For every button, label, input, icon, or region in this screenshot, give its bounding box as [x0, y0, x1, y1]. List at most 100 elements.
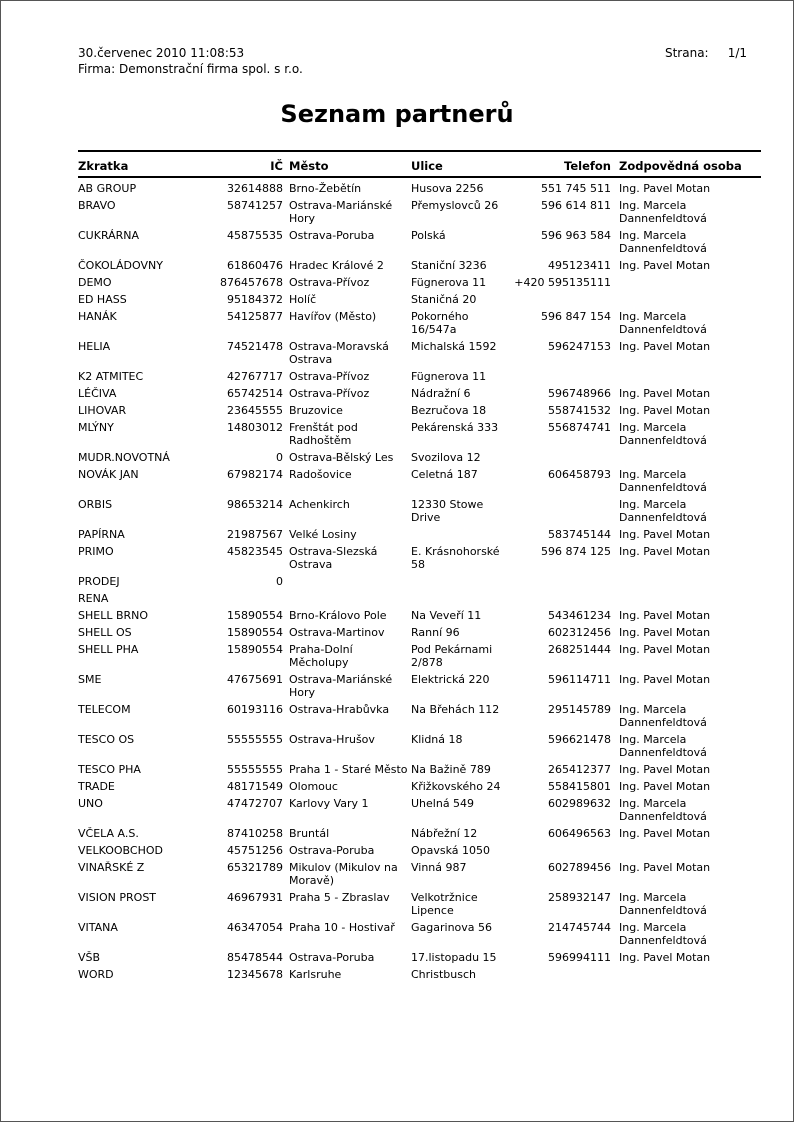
cell-mesto: Karlsruhe	[289, 968, 342, 981]
cell-mesto: Ostrava-Přívoz	[289, 387, 370, 400]
column-header-mesto: Město	[289, 159, 329, 173]
cell-mesto: Ostrava-Hrabůvka	[289, 703, 390, 716]
cell-ic: 48171549	[227, 780, 283, 793]
table-body: AB GROUP 32614888 Brno-Žebětín Husova 2256 5…	[78, 177, 761, 985]
cell-telefon: 596748966	[548, 387, 611, 400]
cell-telefon	[507, 592, 619, 609]
cell-zkratka: VINAŘSKÉ Z	[78, 861, 145, 874]
cell-zkratka: TELECOM	[78, 703, 131, 716]
cell-telefon: 214745744	[548, 921, 611, 934]
cell-osoba	[619, 844, 761, 861]
cell-telefon: 543461234	[548, 609, 611, 622]
cell-telefon: 602989632	[548, 797, 611, 810]
cell-ic: 95184372	[227, 293, 283, 306]
cell-telefon: 596994111	[548, 951, 611, 964]
cell-osoba: Ing. Pavel Motan	[619, 780, 711, 793]
cell-ic: 45751256	[227, 844, 283, 857]
cell-mesto: Ostrava-Bělský Les	[289, 451, 394, 464]
cell-osoba	[619, 370, 761, 387]
cell-osoba: Ing. Pavel Motan	[619, 763, 711, 776]
cell-telefon: 551 745 511	[541, 182, 611, 195]
cell-zkratka: SHELL PHA	[78, 643, 139, 656]
cell-mesto: Brno-Žebětín	[289, 182, 362, 195]
table-row: TELECOM 60193116 Ostrava-Hrabůvka Na Břehác…	[78, 703, 761, 733]
cell-zkratka: VŠB	[78, 951, 101, 964]
cell-ulice: Pekárenská 333	[411, 421, 499, 434]
cell-osoba: Ing. Marcela Dannenfeldtová	[619, 797, 707, 823]
cell-ulice: 12330 Stowe Drive	[411, 498, 484, 524]
cell-osoba: Ing. Pavel Motan	[619, 545, 711, 558]
cell-osoba: Ing. Pavel Motan	[619, 643, 711, 656]
cell-ulice: Staničná 20	[411, 293, 477, 306]
cell-ic: 85478544	[227, 951, 283, 964]
column-header-ic: IČ	[270, 159, 283, 173]
page-value: 1/1	[727, 46, 747, 60]
table-row: TRADE 48171549 Olomouc Křižkovského 24 55841…	[78, 780, 761, 797]
page-label: Strana:	[664, 46, 709, 60]
table-row: VŠB 85478544 Ostrava-Poruba 17.listopadu 15…	[78, 951, 761, 968]
cell-telefon	[507, 844, 619, 861]
cell-telefon	[507, 370, 619, 387]
report-title: Seznam partnerů	[280, 100, 514, 128]
cell-ulice	[411, 592, 507, 609]
table-row: AB GROUP 32614888 Brno-Žebětín Husova 2256 5…	[78, 177, 761, 199]
table-row: UNO 47472707 Karlovy Vary 1 Uhelná 549 60298…	[78, 797, 761, 827]
cell-zkratka: VISION PROST	[78, 891, 157, 904]
cell-ic: 14803012	[227, 421, 283, 434]
cell-mesto: Velké Losiny	[289, 528, 357, 541]
cell-ic: 67982174	[227, 468, 283, 481]
cell-zkratka: PRODEJ	[78, 575, 120, 588]
table-row: CUKRÁRNA 45875535 Ostrava-Poruba Polská 596 …	[78, 229, 761, 259]
table-header-row: Zkratka IČ Město Ulice Telefon Zodpovědná oso…	[78, 151, 761, 177]
cell-zkratka: BRAVO	[78, 199, 116, 212]
table-row: PRODEJ 0	[78, 575, 761, 592]
cell-ic: 65321789	[227, 861, 283, 874]
cell-zkratka: K2 ATMITEC	[78, 370, 144, 383]
cell-ulice: Celetná 187	[411, 468, 478, 481]
cell-ulice: Michalská 1592	[411, 340, 497, 353]
cell-zkratka: SHELL OS	[78, 626, 132, 639]
table-row: PAPÍRNA 21987567 Velké Losiny 583745144 Ing.…	[78, 528, 761, 545]
cell-ic: 23645555	[227, 404, 283, 417]
cell-mesto	[289, 575, 411, 592]
cell-telefon: 295145789	[548, 703, 611, 716]
cell-telefon	[507, 498, 619, 528]
cell-mesto: Ostrava-Poruba	[289, 844, 375, 857]
cell-telefon: 596621478	[548, 733, 611, 746]
cell-zkratka: TRADE	[78, 780, 115, 793]
cell-osoba: Ing. Pavel Motan	[619, 626, 711, 639]
cell-osoba: Ing. Marcela Dannenfeldtová	[619, 229, 707, 255]
cell-osoba: Ing. Marcela Dannenfeldtová	[619, 468, 707, 494]
cell-ulice: Nádražní 6	[411, 387, 471, 400]
cell-ulice: Pokorného 16/547a	[411, 310, 469, 336]
cell-mesto: Ostrava-Martinov	[289, 626, 385, 639]
page-indicator: Strana: 1/1	[665, 45, 747, 61]
cell-osoba: Ing. Marcela Dannenfeldtová	[619, 199, 707, 225]
cell-osoba	[619, 293, 761, 310]
cell-telefon	[507, 293, 619, 310]
cell-ic: 12345678	[227, 968, 283, 981]
cell-telefon: 606496563	[548, 827, 611, 840]
cell-telefon	[507, 575, 619, 592]
cell-ulice: Velkotržnice Lipence	[411, 891, 478, 917]
cell-mesto: Ostrava-Mariánské Hory	[289, 199, 393, 225]
table-row: LIHOVAR 23645555 Bruzovice Bezručova 18 5587…	[78, 404, 761, 421]
cell-ic: 65742514	[227, 387, 283, 400]
cell-mesto: Ostrava-Hrušov	[289, 733, 375, 746]
cell-ic: 45823545	[227, 545, 283, 558]
cell-mesto: Ostrava-Přívoz	[289, 276, 370, 289]
table-row: TESCO OS 55555555 Ostrava-Hrušov Klidná 18 5…	[78, 733, 761, 763]
cell-telefon: 602312456	[548, 626, 611, 639]
cell-ic: 15890554	[227, 609, 283, 622]
table-row: VČELA A.S. 87410258 Bruntál Nábřežní 12 6064…	[78, 827, 761, 844]
cell-osoba	[619, 575, 761, 592]
table-row: DEMO 876457678 Ostrava-Přívoz Fügnerova 11 +…	[78, 276, 761, 293]
cell-ic: 61860476	[227, 259, 283, 272]
cell-telefon: 558415801	[548, 780, 611, 793]
cell-mesto: Ostrava-Moravská Ostrava	[289, 340, 389, 366]
cell-mesto: Praha 1 - Staré Město	[289, 763, 408, 776]
table-row: HELIA 74521478 Ostrava-Moravská Ostrava Mic…	[78, 340, 761, 370]
cell-ulice: Svozilova 12	[411, 451, 481, 464]
cell-zkratka: TESCO OS	[78, 733, 135, 746]
cell-telefon: 558741532	[548, 404, 611, 417]
